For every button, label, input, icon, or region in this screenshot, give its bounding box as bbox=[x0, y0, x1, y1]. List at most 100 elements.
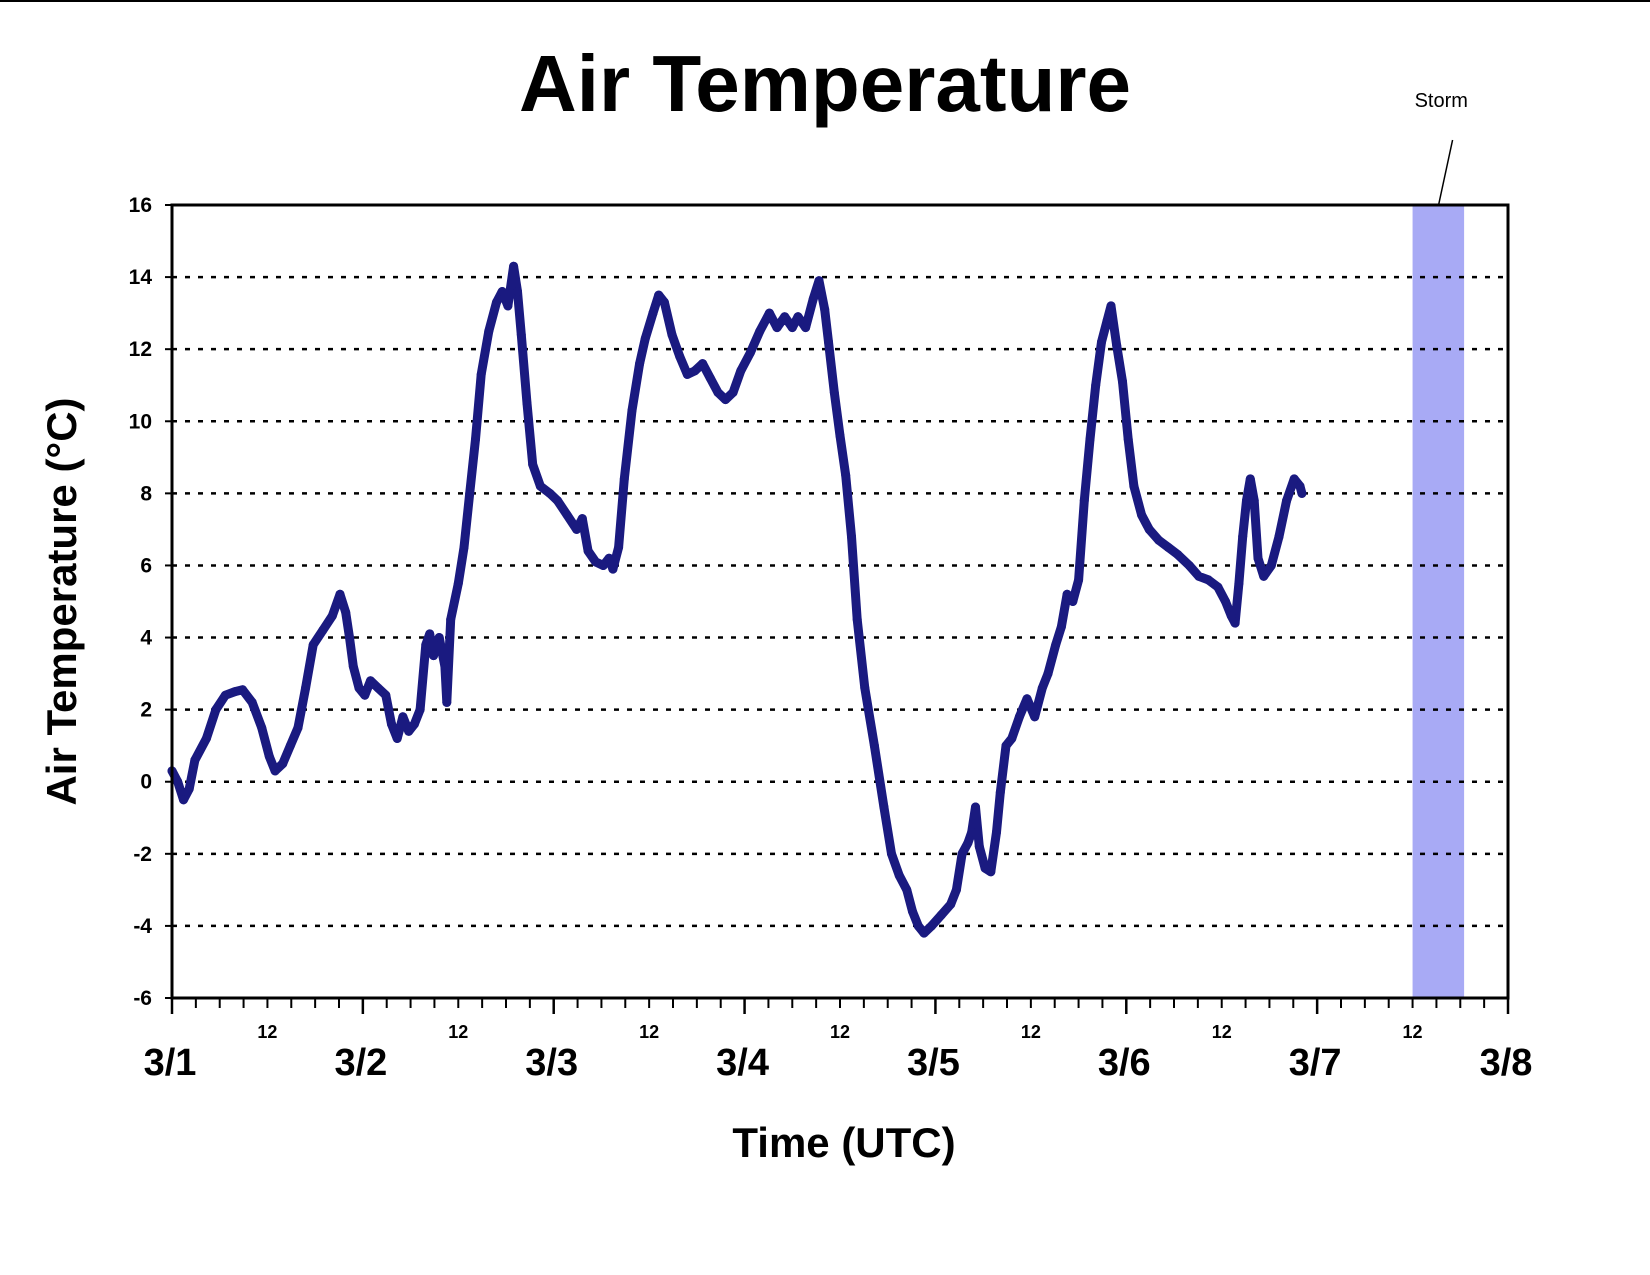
data-point bbox=[335, 589, 345, 599]
data-point bbox=[608, 564, 618, 574]
data-point bbox=[425, 629, 435, 639]
series-line bbox=[167, 261, 1307, 938]
data-point bbox=[1118, 377, 1127, 387]
data-point bbox=[1123, 434, 1133, 444]
data-point bbox=[1051, 640, 1061, 650]
data-point bbox=[635, 359, 645, 369]
data-point bbox=[745, 348, 755, 358]
x-day-label: 3/2 bbox=[334, 1042, 387, 1084]
data-point bbox=[173, 777, 183, 787]
x-day-label: 3/3 bbox=[525, 1042, 578, 1084]
data-point bbox=[992, 827, 1001, 837]
y-tick-label: 6 bbox=[140, 554, 152, 577]
data-point bbox=[887, 849, 896, 859]
data-point bbox=[801, 323, 811, 333]
data-point bbox=[1007, 734, 1017, 743]
data-point bbox=[787, 323, 797, 333]
data-point bbox=[1226, 611, 1236, 621]
data-point bbox=[184, 784, 194, 794]
data-point bbox=[1102, 315, 1112, 325]
data-point bbox=[829, 387, 839, 397]
data-point bbox=[553, 496, 562, 506]
data-point bbox=[728, 387, 738, 397]
data-point bbox=[415, 705, 425, 715]
data-point bbox=[1074, 575, 1084, 585]
data-point bbox=[721, 395, 730, 405]
storm-annotation-label: Storm bbox=[1415, 90, 1468, 112]
y-axis-title: Air Temperature (°C) bbox=[38, 397, 85, 805]
x-day-label: 3/5 bbox=[907, 1042, 960, 1084]
data-point bbox=[318, 625, 328, 635]
storm-annotation-leader bbox=[1437, 139, 1454, 206]
data-point bbox=[285, 741, 295, 751]
data-point bbox=[442, 697, 452, 707]
data-point bbox=[841, 470, 851, 480]
data-point bbox=[257, 723, 267, 733]
data-point bbox=[690, 366, 700, 376]
data-point bbox=[360, 690, 370, 700]
data-point bbox=[446, 615, 456, 624]
data-point bbox=[429, 651, 438, 661]
data-point bbox=[1266, 561, 1276, 570]
data-point bbox=[513, 287, 522, 296]
data-point bbox=[434, 633, 444, 642]
data-point bbox=[497, 287, 507, 296]
data-point bbox=[675, 351, 685, 361]
data-point bbox=[764, 308, 774, 318]
data-point bbox=[1154, 535, 1164, 545]
data-point bbox=[327, 611, 337, 621]
data-point bbox=[1230, 618, 1240, 628]
data-point bbox=[381, 690, 391, 700]
data-point bbox=[201, 734, 211, 743]
data-point bbox=[440, 661, 450, 671]
data-point bbox=[1213, 582, 1223, 592]
data-point bbox=[1030, 712, 1040, 722]
data-point bbox=[648, 308, 658, 318]
data-point bbox=[957, 849, 967, 859]
data-point bbox=[659, 297, 669, 307]
data-point bbox=[974, 842, 984, 852]
top-border-line bbox=[0, 0, 1650, 2]
data-point bbox=[852, 615, 862, 624]
data-point bbox=[755, 326, 765, 336]
data-point bbox=[1079, 496, 1089, 506]
data-point bbox=[453, 579, 463, 588]
data-point bbox=[577, 514, 587, 524]
data-point bbox=[354, 683, 364, 693]
x-noon-label: 12 bbox=[448, 1022, 468, 1042]
data-point bbox=[908, 907, 917, 916]
data-point bbox=[1259, 571, 1269, 581]
data-point bbox=[230, 687, 240, 697]
x-noon-label: 12 bbox=[1212, 1022, 1232, 1042]
data-point bbox=[1238, 532, 1248, 542]
data-point bbox=[1112, 341, 1122, 351]
x-day-label: 3/4 bbox=[716, 1042, 769, 1084]
data-point bbox=[301, 683, 311, 693]
data-point bbox=[860, 683, 870, 693]
data-point bbox=[387, 719, 396, 729]
data-point bbox=[619, 474, 629, 484]
data-point bbox=[247, 697, 257, 707]
data-point bbox=[503, 301, 513, 311]
data-point bbox=[879, 802, 889, 812]
y-tick-label: 4 bbox=[140, 627, 152, 650]
x-day-label: 3/6 bbox=[1098, 1042, 1151, 1084]
data-point bbox=[1043, 669, 1053, 679]
y-tick-label: -2 bbox=[133, 843, 152, 866]
data-point bbox=[535, 481, 545, 491]
data-point bbox=[614, 542, 624, 552]
data-point bbox=[919, 928, 929, 938]
y-tick-label: 2 bbox=[140, 699, 152, 722]
data-point bbox=[179, 795, 188, 805]
data-point bbox=[951, 885, 961, 895]
data-point bbox=[190, 755, 200, 765]
data-point bbox=[1144, 524, 1154, 534]
y-tick-label: 12 bbox=[129, 338, 152, 361]
x-noon-label: 12 bbox=[1403, 1022, 1423, 1042]
x-day-label: 3/7 bbox=[1289, 1042, 1342, 1084]
data-point bbox=[583, 546, 593, 556]
data-point bbox=[894, 870, 904, 880]
chart-title: Air Temperature bbox=[518, 39, 1132, 128]
data-point bbox=[278, 759, 288, 769]
data-point bbox=[963, 838, 973, 848]
